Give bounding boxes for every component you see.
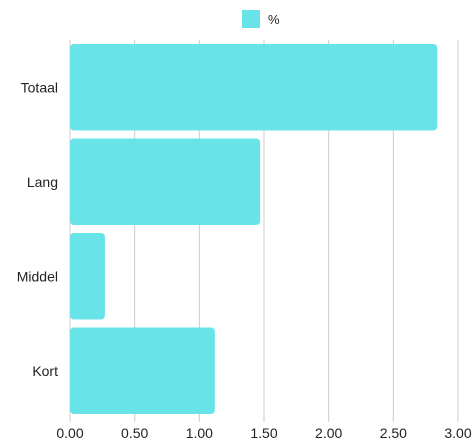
legend-label: % — [268, 12, 280, 27]
bar-kort[interactable] — [70, 327, 215, 415]
y-tick-label: Lang — [27, 174, 58, 190]
x-tick-label: 3.00 — [444, 425, 471, 441]
y-tick-label: Kort — [32, 363, 58, 379]
bar-lang[interactable] — [70, 138, 261, 226]
legend-swatch[interactable] — [242, 10, 260, 28]
y-axis-labels: Totaal Lang Middel Kort — [17, 79, 58, 379]
x-tick-label: 2.50 — [380, 425, 407, 441]
y-tick-label: Middel — [17, 268, 58, 284]
x-tick-label: 0.00 — [56, 425, 83, 441]
x-tick-label: 1.00 — [186, 425, 213, 441]
y-tick-label: Totaal — [21, 79, 58, 95]
bars — [70, 44, 438, 415]
x-tick-label: 2.00 — [315, 425, 342, 441]
bar-middel[interactable] — [70, 233, 105, 320]
bar-totaal[interactable] — [70, 44, 438, 131]
x-tick-label: 1.50 — [250, 425, 277, 441]
x-axis-labels: 0.00 0.50 1.00 1.50 2.00 2.50 3.00 — [56, 425, 471, 441]
legend: % — [242, 10, 280, 28]
x-tick-label: 0.50 — [121, 425, 148, 441]
